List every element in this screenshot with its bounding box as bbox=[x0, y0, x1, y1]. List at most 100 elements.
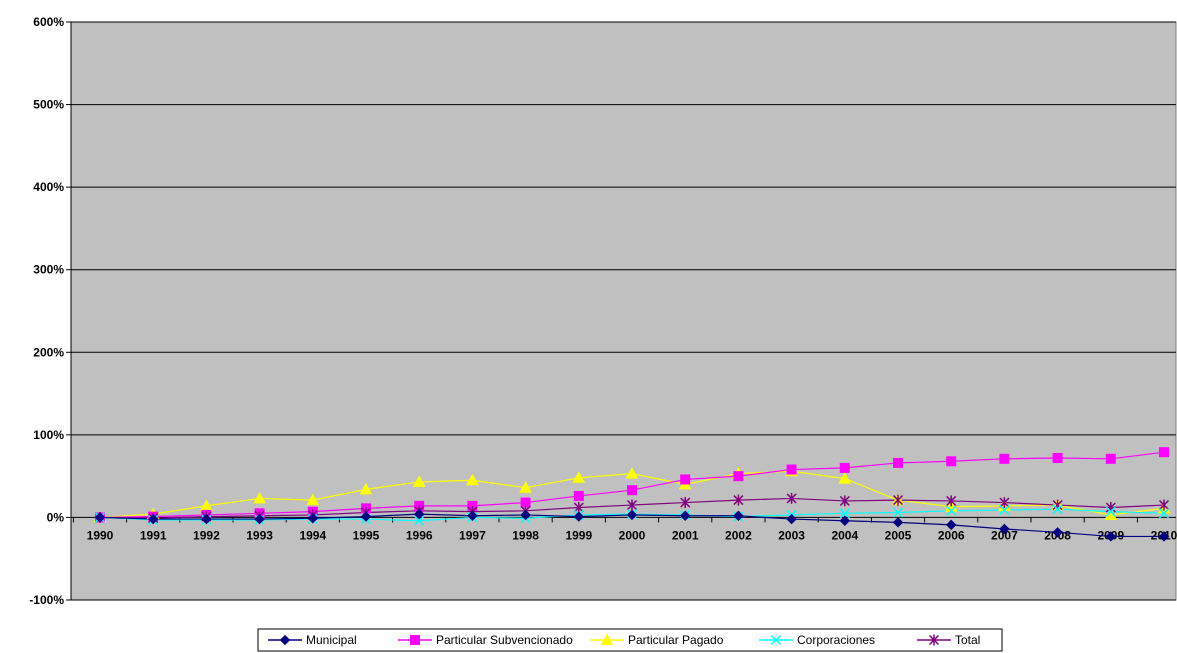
data-point bbox=[413, 508, 425, 520]
legend-marker bbox=[928, 634, 940, 646]
data-point bbox=[1052, 527, 1063, 538]
data-point bbox=[572, 471, 586, 483]
x-tick-label: 2004 bbox=[831, 528, 858, 542]
x-tick-label: 1996 bbox=[406, 528, 433, 542]
data-point bbox=[573, 511, 585, 522]
data-point bbox=[1105, 506, 1116, 517]
data-point bbox=[147, 513, 159, 525]
y-tick-label: 200% bbox=[33, 345, 64, 359]
data-point bbox=[839, 495, 850, 507]
data-point bbox=[1158, 499, 1170, 511]
legend-label: Particular Subvencionado bbox=[436, 633, 573, 647]
x-tick-label: 2002 bbox=[725, 528, 752, 542]
data-point bbox=[892, 494, 904, 506]
x-axis-ticks: 1990 1991 1992 1993 1994 1995 1996 1997 1998 1999… bbox=[72, 517, 1177, 542]
legend-marker bbox=[770, 634, 782, 646]
data-point bbox=[626, 509, 638, 521]
plot-area bbox=[70, 21, 1177, 601]
data-point bbox=[999, 453, 1010, 464]
legend-marker bbox=[410, 635, 420, 645]
data-point bbox=[466, 473, 479, 486]
x-tick-label: 1991 bbox=[140, 528, 167, 542]
y-axis-ticks: 600% 500% 400% 300% 200% 100% 0% -100% bbox=[29, 15, 72, 607]
data-point bbox=[946, 505, 957, 516]
data-point bbox=[786, 492, 797, 504]
data-point bbox=[999, 523, 1010, 535]
data-point bbox=[573, 490, 584, 501]
data-point bbox=[893, 457, 903, 468]
data-point bbox=[1052, 452, 1063, 463]
data-point bbox=[253, 491, 266, 504]
data-point bbox=[839, 462, 850, 473]
y-tick-label: 300% bbox=[33, 263, 64, 277]
x-tick-label: 2003 bbox=[778, 528, 805, 542]
y-tick-label: 600% bbox=[33, 15, 64, 29]
data-point bbox=[680, 474, 691, 485]
x-tick-label: 1992 bbox=[193, 528, 220, 542]
data-point bbox=[573, 502, 584, 514]
data-point bbox=[307, 513, 319, 524]
data-point bbox=[999, 504, 1010, 516]
data-point bbox=[945, 519, 957, 531]
x-tick-label: 1990 bbox=[87, 528, 114, 542]
data-point bbox=[786, 464, 797, 475]
data-point bbox=[360, 511, 372, 522]
legend: Municipal Particular Subvencionado Particu… bbox=[257, 628, 1003, 652]
data-point bbox=[733, 510, 744, 521]
data-point bbox=[733, 471, 744, 482]
data-point bbox=[1105, 531, 1117, 542]
data-point bbox=[94, 512, 106, 523]
x-tick-label: 2005 bbox=[885, 528, 912, 542]
data-point bbox=[306, 493, 320, 506]
legend-label: Total bbox=[955, 633, 980, 647]
data-point bbox=[467, 510, 478, 521]
x-tick-label: 2007 bbox=[991, 528, 1018, 542]
x-tick-label: 1998 bbox=[512, 528, 539, 542]
data-point bbox=[1158, 508, 1170, 519]
x-tick-label: 1994 bbox=[299, 528, 326, 542]
data-point bbox=[786, 513, 797, 525]
legend-marker bbox=[600, 633, 614, 645]
data-point bbox=[733, 494, 744, 506]
x-tick-label: 2000 bbox=[619, 528, 646, 542]
x-tick-label: 1993 bbox=[246, 528, 273, 542]
data-point bbox=[679, 510, 691, 521]
x-tick-label: 2001 bbox=[672, 528, 699, 542]
y-tick-label: 500% bbox=[33, 98, 64, 112]
y-tick-label: 400% bbox=[33, 180, 64, 194]
legend-label: Particular Pagado bbox=[628, 633, 724, 647]
x-tick-label: 1997 bbox=[459, 528, 486, 542]
data-point bbox=[254, 513, 265, 525]
data-point bbox=[839, 508, 850, 519]
series-markers bbox=[93, 447, 1171, 542]
data-point bbox=[625, 467, 639, 479]
legend-box bbox=[257, 628, 1003, 652]
data-point bbox=[520, 509, 531, 521]
y-tick-label: 0% bbox=[47, 510, 65, 524]
data-point bbox=[999, 497, 1010, 509]
data-point bbox=[412, 475, 426, 487]
data-point bbox=[627, 485, 637, 496]
data-point bbox=[839, 515, 851, 526]
data-point bbox=[519, 481, 532, 493]
data-point bbox=[1105, 453, 1116, 464]
data-point bbox=[1052, 504, 1063, 515]
data-point bbox=[892, 517, 904, 528]
data-point bbox=[680, 497, 691, 509]
x-tick-label: 1999 bbox=[565, 528, 592, 542]
legend-label: Corporaciones bbox=[797, 633, 875, 647]
data-point bbox=[946, 456, 957, 467]
y-tick-label: -100% bbox=[29, 593, 64, 607]
data-point bbox=[1158, 531, 1170, 542]
x-tick-label: 2006 bbox=[938, 528, 965, 542]
legend-label: Municipal bbox=[306, 633, 357, 647]
data-point bbox=[201, 513, 212, 525]
data-point bbox=[626, 499, 638, 511]
data-point bbox=[359, 482, 373, 495]
data-point bbox=[892, 507, 904, 518]
data-point bbox=[414, 515, 425, 526]
data-point bbox=[838, 472, 852, 484]
x-tick-label: 1995 bbox=[353, 528, 380, 542]
y-tick-label: 100% bbox=[33, 428, 64, 442]
